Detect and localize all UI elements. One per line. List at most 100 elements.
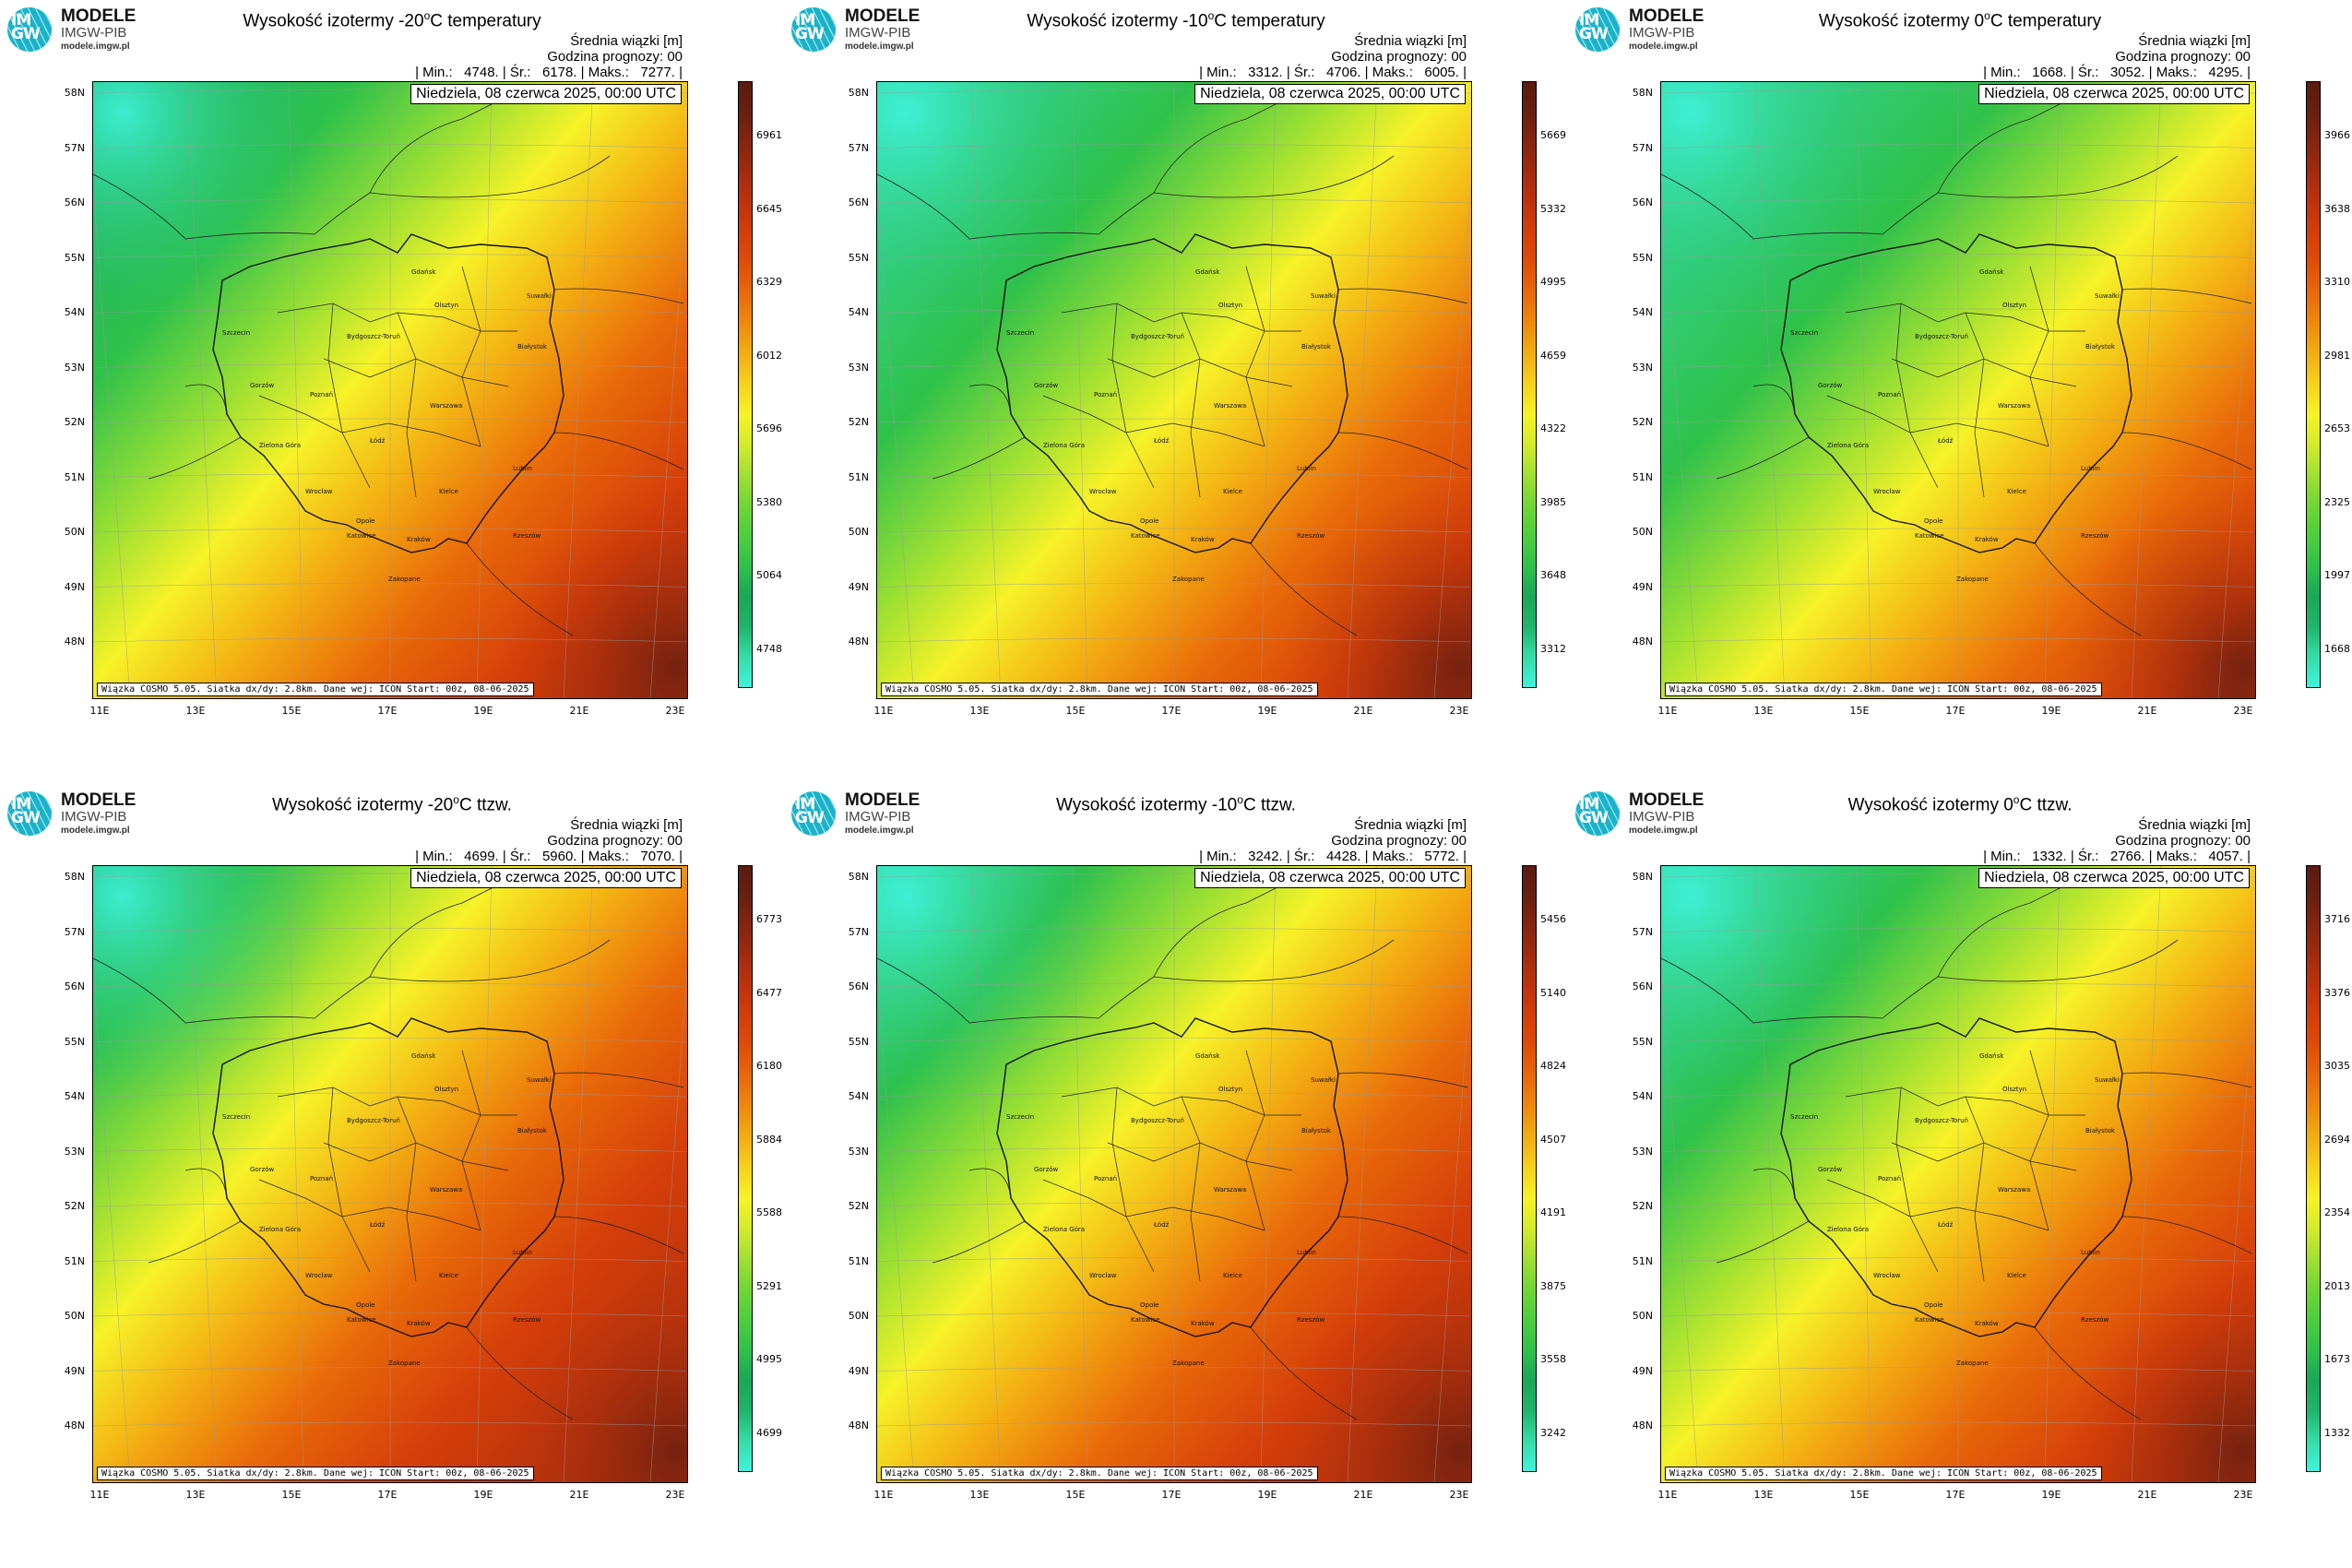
- city-label: Suwałki: [2095, 1076, 2120, 1084]
- city-label: Wrocław: [1089, 488, 1117, 495]
- subtitle: Średnia wiązki [m]: [1354, 33, 1467, 49]
- city-label: Rzeszów: [513, 1316, 541, 1324]
- lat-tick-label: 49N: [1632, 580, 1653, 593]
- brand-name: MODELE: [845, 790, 921, 810]
- brand-org: IMGW-PIB: [61, 25, 127, 41]
- city-label: Szczecin: [1006, 329, 1035, 337]
- colorbar: [1522, 81, 1537, 688]
- colorbar-tick-label: 6329: [756, 276, 782, 288]
- city-label: Łódź: [1154, 437, 1170, 445]
- lon-tick-label: 23E: [665, 705, 685, 717]
- lon-tick-label: 23E: [1449, 1489, 1469, 1501]
- forecast-hour: Godzina prognozy: 00: [1331, 833, 1467, 849]
- colorbar-tick-label: 5884: [756, 1133, 782, 1146]
- city-label: Kielce: [1223, 488, 1242, 495]
- lon-tick-label: 21E: [1353, 1489, 1373, 1501]
- colorbar-tick-label: 6773: [756, 913, 782, 925]
- colorbar-tick-label: 1997: [2324, 569, 2350, 581]
- city-label: Szczecin: [1790, 329, 1819, 337]
- lat-tick-label: 53N: [848, 1145, 869, 1158]
- city-label: Zakopane: [388, 576, 421, 583]
- lon-tick-label: 21E: [569, 705, 589, 717]
- city-label: Lublin: [1297, 1249, 1316, 1256]
- lon-tick-label: 23E: [2233, 705, 2253, 717]
- lon-tick-label: 21E: [1353, 705, 1373, 717]
- date-box: Niedziela, 08 czerwca 2025, 00:00 UTC: [1194, 84, 1466, 104]
- stats-line: | Min.: 3242. | Śr.: 4428. | Maks.: 5772…: [1199, 849, 1467, 864]
- model-footer: Wiązka COSMO 5.05. Siatka dx/dy: 2.8km. …: [881, 1467, 1318, 1480]
- lat-tick-label: 56N: [64, 980, 85, 992]
- city-label: Kielce: [1223, 1272, 1242, 1279]
- colorbar-tick-label: 5064: [756, 569, 782, 581]
- stats-line: | Min.: 4699. | Śr.: 5960. | Maks.: 7070…: [415, 849, 683, 864]
- latlon-grid: [1661, 866, 2255, 1482]
- city-label: Zielona Góra: [1827, 442, 1870, 449]
- coastline: [93, 100, 500, 240]
- lat-tick-label: 54N: [1632, 306, 1653, 318]
- lon-tick-label: 23E: [1449, 705, 1469, 717]
- poland-border: [1780, 233, 2132, 553]
- lat-tick-label: 54N: [1632, 1090, 1653, 1102]
- colorbar-tick-label: 2694: [2324, 1133, 2350, 1146]
- lat-tick-label: 58N: [1632, 87, 1653, 99]
- colorbar-tick-label: 4322: [1540, 422, 1566, 434]
- lon-tick-label: 15E: [281, 1489, 302, 1501]
- date-box: Niedziela, 08 czerwca 2025, 00:00 UTC: [410, 868, 682, 888]
- coastline: [93, 884, 500, 1024]
- poland-border: [212, 1017, 564, 1337]
- colorbar-tick-label: 5291: [756, 1279, 782, 1292]
- city-label: Zakopane: [388, 1360, 421, 1367]
- colorbar-tick-label: 3966: [2324, 129, 2350, 141]
- lon-tick-label: 19E: [473, 1489, 493, 1501]
- lat-tick-label: 54N: [848, 1090, 869, 1102]
- lat-tick-label: 51N: [1632, 470, 1653, 483]
- isotherm-field: [93, 866, 687, 1482]
- city-label: Kielce: [2007, 1272, 2026, 1279]
- lat-tick-label: 58N: [64, 87, 85, 99]
- city-label: Gdańsk: [411, 1052, 436, 1060]
- city-label: Białystok: [517, 343, 547, 350]
- lat-tick-label: 55N: [848, 251, 869, 264]
- colorbar-tick-label: 4995: [756, 1353, 782, 1365]
- date-box: Niedziela, 08 czerwca 2025, 00:00 UTC: [1194, 868, 1466, 888]
- city-label: Wrocław: [1873, 1272, 1901, 1279]
- city-label: Gorzów: [1034, 1166, 1059, 1173]
- model-footer: Wiązka COSMO 5.05. Siatka dx/dy: 2.8km. …: [881, 683, 1318, 696]
- city-label: Zakopane: [1172, 576, 1205, 583]
- lon-tick-label: 17E: [1161, 705, 1182, 717]
- neighbor-borders: [1716, 155, 2252, 636]
- city-label: Gorzów: [250, 382, 275, 389]
- coastline: [877, 884, 1284, 1024]
- colorbar-tick-label: 3035: [2324, 1060, 2350, 1072]
- city-label: Suwałki: [2095, 292, 2120, 300]
- imgw-logo: IM GW MODELE IMGW-PIB modele.imgw.pl: [791, 7, 934, 53]
- colorbar-tick-label: 5669: [1540, 129, 1566, 141]
- brand-url: modele.imgw.pl: [1629, 826, 1698, 836]
- panel-title: Wysokość izotermy 0oC ttzw.: [1847, 793, 2073, 815]
- logo-badge-icon: IM GW: [1575, 791, 1620, 836]
- colorbar-tick-label: 2013: [2324, 1279, 2350, 1292]
- lon-tick-label: 11E: [1657, 705, 1678, 717]
- colorbar-tick-label: 3716: [2324, 913, 2350, 925]
- city-label: Szczecin: [222, 329, 251, 337]
- neighbor-borders: [1716, 939, 2252, 1420]
- lat-tick-label: 53N: [1632, 1145, 1653, 1158]
- neighbor-borders: [932, 155, 1468, 636]
- map-plot: Niedziela, 08 czerwca 2025, 00:00 UTC Wi…: [876, 81, 1472, 699]
- voivodeship-borders: [1042, 266, 1301, 498]
- lat-tick-label: 48N: [1632, 1420, 1653, 1431]
- subtitle: Średnia wiązki [m]: [2138, 817, 2251, 833]
- lat-tick-label: 49N: [1632, 1364, 1653, 1377]
- coastline: [1661, 100, 2068, 240]
- lon-tick-label: 17E: [1161, 1489, 1182, 1501]
- city-label: Katowice: [1915, 1316, 1944, 1324]
- city-label: Olsztyn: [2002, 302, 2027, 309]
- lat-tick-label: 58N: [848, 871, 869, 883]
- coastline: [877, 100, 1284, 240]
- panel-meta: Średnia wiązki [m] Godzina prognozy: 00 …: [415, 33, 683, 80]
- brand-name: MODELE: [1629, 790, 1705, 810]
- city-label: Gdańsk: [1979, 1052, 2004, 1060]
- colorbar-tick-label: 1668: [2324, 642, 2350, 655]
- lat-tick-label: 57N: [64, 925, 85, 938]
- lat-tick-label: 54N: [64, 306, 85, 318]
